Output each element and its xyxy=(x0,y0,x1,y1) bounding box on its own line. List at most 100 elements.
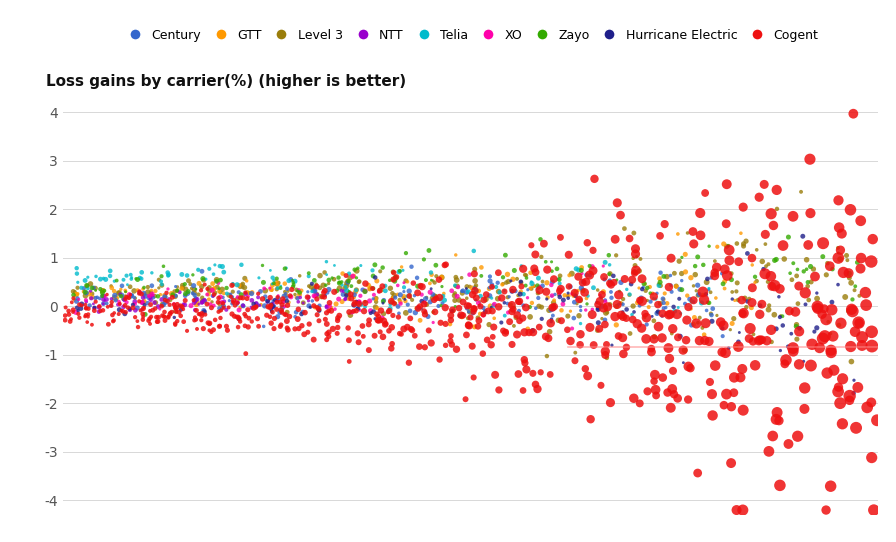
Point xyxy=(782,307,797,315)
Point xyxy=(262,295,276,304)
Point xyxy=(608,235,623,243)
Point xyxy=(300,293,314,301)
Point xyxy=(612,287,626,295)
Point xyxy=(612,291,626,299)
Point xyxy=(403,307,418,315)
Point xyxy=(216,293,230,302)
Point xyxy=(224,293,238,301)
Point xyxy=(444,332,458,340)
Point xyxy=(610,198,625,207)
Point xyxy=(789,272,804,280)
Point xyxy=(511,291,525,300)
Point xyxy=(178,289,193,298)
Point xyxy=(263,301,278,309)
Point xyxy=(187,291,202,299)
Point xyxy=(474,263,488,272)
Point xyxy=(539,352,554,360)
Point xyxy=(161,270,176,279)
Point xyxy=(471,287,486,295)
Point xyxy=(465,342,479,351)
Point xyxy=(700,278,714,287)
Point xyxy=(461,321,476,330)
Point xyxy=(104,294,118,303)
Point xyxy=(715,324,729,333)
Point xyxy=(217,302,231,311)
Point xyxy=(585,305,599,314)
Point xyxy=(325,325,340,333)
Point xyxy=(370,304,384,313)
Point xyxy=(756,264,771,273)
Point xyxy=(305,287,319,296)
Point xyxy=(596,262,610,270)
Point xyxy=(590,286,605,294)
Point xyxy=(358,287,372,295)
Point xyxy=(270,298,284,306)
Point xyxy=(802,295,816,304)
Point xyxy=(865,342,879,351)
Point xyxy=(778,359,792,368)
Point xyxy=(375,332,390,341)
Point xyxy=(512,370,526,378)
Point xyxy=(200,285,214,293)
Point xyxy=(532,286,547,295)
Point xyxy=(302,282,316,291)
Point xyxy=(539,279,554,287)
Point xyxy=(142,293,157,302)
Point xyxy=(626,394,641,403)
Point xyxy=(764,338,779,346)
Point xyxy=(518,359,532,367)
Point xyxy=(685,227,700,236)
Point xyxy=(411,304,426,313)
Point xyxy=(188,306,202,314)
Point xyxy=(617,275,632,283)
Point xyxy=(135,298,150,307)
Point xyxy=(572,266,586,274)
Point xyxy=(225,299,239,308)
Point xyxy=(342,287,357,296)
Point xyxy=(335,269,349,278)
Point xyxy=(759,262,773,270)
Point xyxy=(206,325,220,334)
Point xyxy=(870,416,884,424)
Point xyxy=(401,358,416,367)
Point xyxy=(264,307,279,316)
Point xyxy=(170,317,185,326)
Point xyxy=(103,272,117,280)
Point xyxy=(144,292,159,300)
Point xyxy=(732,328,746,337)
Point xyxy=(231,322,246,331)
Point xyxy=(419,293,434,302)
Point xyxy=(521,328,536,337)
Point xyxy=(93,285,108,293)
Point xyxy=(689,319,703,328)
Point xyxy=(194,298,209,307)
Point xyxy=(241,292,255,301)
Point xyxy=(383,300,398,308)
Point xyxy=(424,285,438,293)
Point xyxy=(393,291,408,299)
Point xyxy=(194,267,209,276)
Point xyxy=(81,273,95,281)
Point xyxy=(152,305,167,313)
Point xyxy=(376,296,391,305)
Point xyxy=(322,307,336,315)
Point xyxy=(340,279,354,287)
Point xyxy=(572,295,586,304)
Point xyxy=(555,317,569,325)
Point xyxy=(818,332,832,340)
Point xyxy=(789,322,804,331)
Point xyxy=(208,261,222,269)
Point xyxy=(598,296,612,305)
Point xyxy=(695,324,710,332)
Point xyxy=(831,280,845,289)
Point xyxy=(792,324,806,333)
Point xyxy=(597,273,611,281)
Point xyxy=(485,282,499,291)
Point xyxy=(422,326,436,335)
Point xyxy=(553,279,567,288)
Point xyxy=(125,291,140,299)
Point xyxy=(284,293,298,301)
Point xyxy=(382,326,396,335)
Point xyxy=(478,295,493,304)
Point xyxy=(652,274,667,283)
